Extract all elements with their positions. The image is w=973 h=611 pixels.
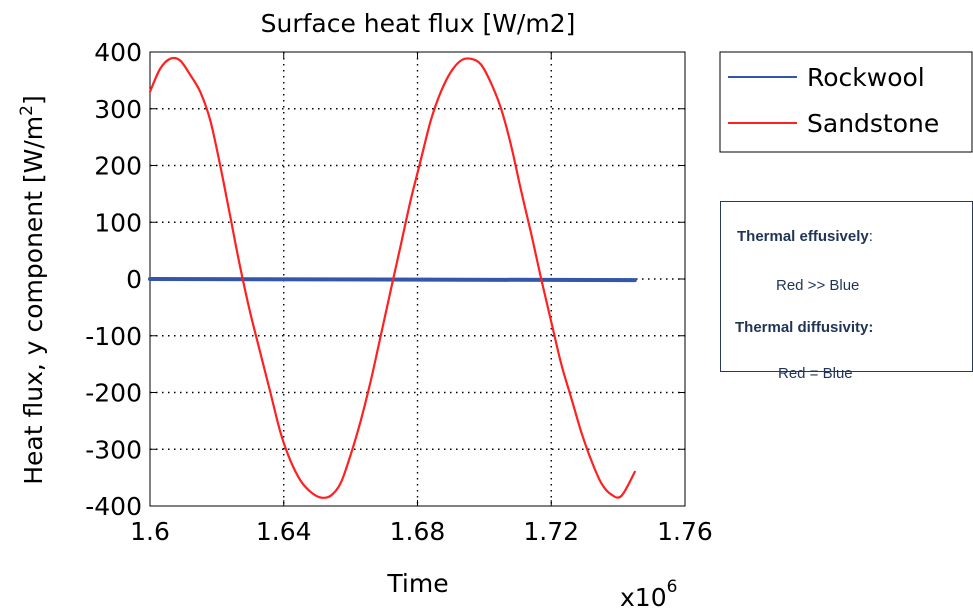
y-axis-label-end: ] [19,95,48,105]
effusivity-label: Thermal effusively [737,228,869,245]
x-axis-label: Time [386,569,448,598]
x-tick-label: 1.76 [657,517,713,546]
y-tick-label: -400 [85,492,142,521]
diffusivity-note: Thermal diffusivity: [735,319,873,336]
grid [150,52,685,506]
y-tick-label: 0 [126,265,142,294]
legend-label-sandstone: Sandstone [807,109,939,138]
legend-box [719,51,973,153]
y-axis-label: Heat flux, y component [W/m2] [17,95,48,485]
x-multiplier-base: x10 [620,583,667,611]
y-tick-label: 100 [94,208,142,237]
y-tick-label: -200 [85,379,142,408]
legend: Rockwool Sandstone [719,51,973,153]
y-tick-label: -300 [85,435,142,464]
x-tick-label: 1.72 [523,517,579,546]
x-tick-label: 1.6 [130,517,170,546]
diffusivity-label: Thermal diffusivity: [735,319,874,336]
x-multiplier-exponent: 6 [667,577,678,597]
diffusivity-value: Red = Blue [778,365,853,382]
y-tick-label: 200 [94,152,142,181]
effusivity-note: Thermal effusively: [737,228,873,245]
y-tick-label: -100 [85,322,142,351]
legend-label-rockwool: Rockwool [807,63,925,92]
y-axis-label-sup: 2 [17,105,37,116]
y-tick-label: 300 [94,95,142,124]
y-axis-label-main: Heat flux, y component [W/m [19,116,48,485]
y-tick-labels: 400 300 200 100 0 -100 -200 -300 -400 [85,38,142,521]
chart-title: Surface heat flux [W/m2] [261,9,576,38]
x-tick-label: 1.64 [256,517,312,546]
y-tick-label: 400 [94,38,142,67]
series-lines [148,56,637,499]
x-tick-label: 1.68 [390,517,446,546]
effusivity-colon: : [868,228,873,245]
effusivity-value: Red >> Blue [776,277,860,294]
x-axis-multiplier: x106 [620,577,677,611]
annotation-box: Thermal effusively: Red >> Blue Thermal … [720,201,973,382]
series-line-sandstone [148,56,636,499]
x-tick-labels: 1.6 1.64 1.68 1.72 1.76 [130,517,713,546]
